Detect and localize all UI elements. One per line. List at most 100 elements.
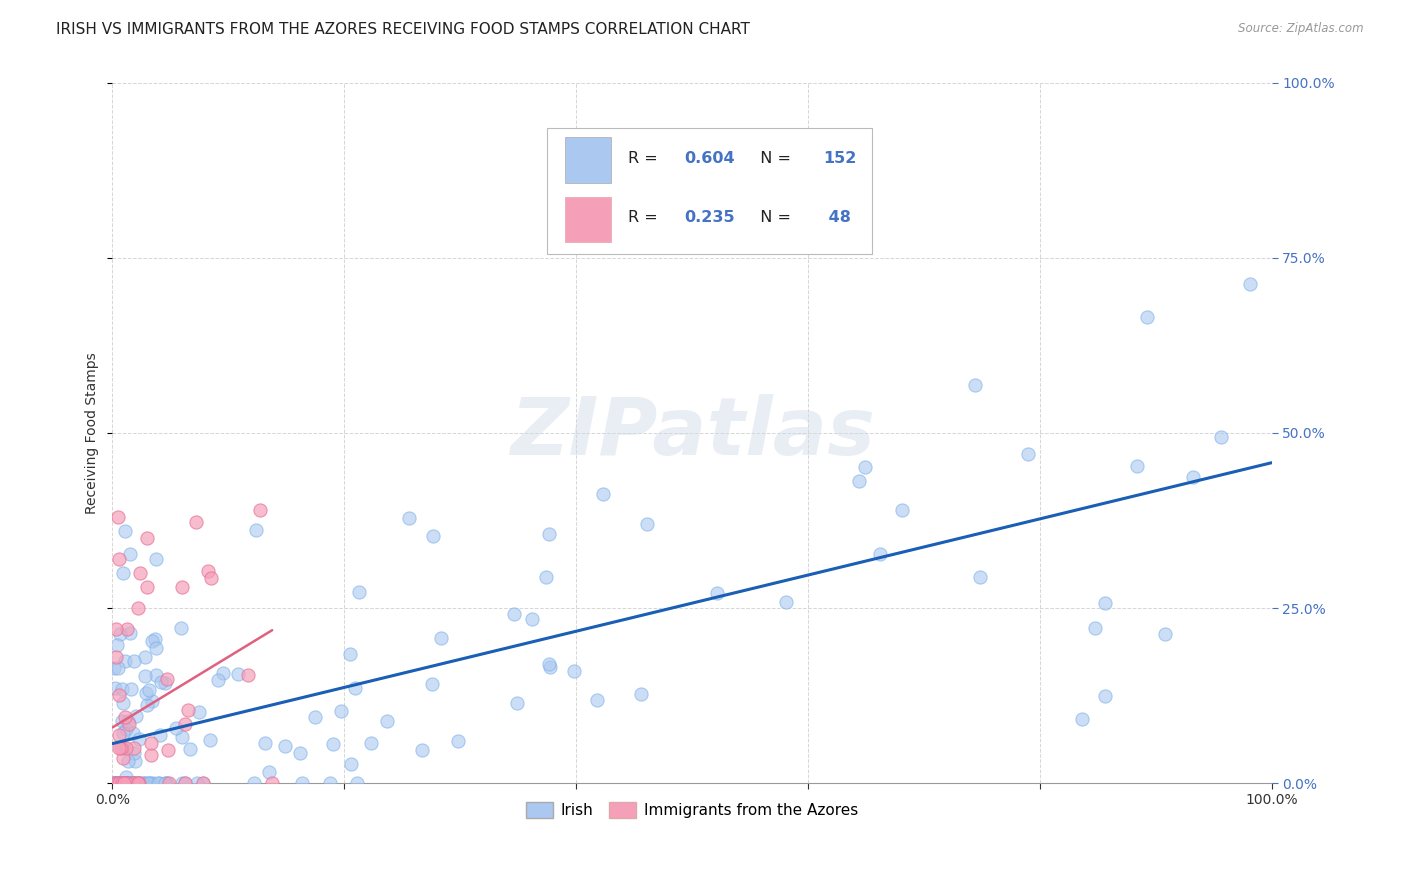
Irish	[1084, 620, 1107, 634]
Immigrants from the Azores	[107, 510, 129, 524]
Immigrants from the Azores	[177, 702, 200, 716]
Immigrants from the Azores	[114, 776, 136, 790]
Immigrants from the Azores	[114, 776, 136, 790]
Irish	[104, 776, 127, 790]
Irish	[112, 739, 135, 754]
Immigrants from the Azores	[197, 565, 219, 579]
Irish	[1126, 459, 1149, 474]
Text: IRISH VS IMMIGRANTS FROM THE AZORES RECEIVING FOOD STAMPS CORRELATION CHART: IRISH VS IMMIGRANTS FROM THE AZORES RECE…	[56, 22, 751, 37]
Irish	[430, 632, 453, 646]
Irish	[340, 757, 363, 772]
Irish	[103, 776, 125, 790]
Immigrants from the Azores	[128, 776, 150, 790]
Immigrants from the Azores	[186, 515, 208, 529]
Text: 48: 48	[823, 211, 851, 226]
Irish	[243, 776, 266, 790]
Immigrants from the Azores	[115, 776, 138, 790]
Irish	[290, 746, 312, 760]
Irish	[212, 665, 235, 680]
Immigrants from the Azores	[156, 743, 179, 757]
Irish	[105, 776, 128, 790]
Immigrants from the Azores	[141, 736, 163, 750]
Irish	[115, 776, 138, 790]
Immigrants from the Azores	[110, 740, 132, 755]
Immigrants from the Azores	[114, 741, 136, 756]
Irish	[134, 776, 156, 790]
Immigrants from the Azores	[122, 776, 145, 790]
Irish	[121, 776, 143, 790]
Irish	[446, 734, 468, 748]
Irish	[105, 638, 128, 652]
Text: 152: 152	[823, 151, 856, 166]
Irish	[153, 776, 176, 790]
Irish	[139, 776, 162, 790]
Irish	[848, 474, 870, 488]
Irish	[1017, 447, 1039, 461]
Irish	[207, 673, 229, 687]
Irish	[775, 595, 797, 609]
Irish	[254, 736, 277, 750]
Irish	[1094, 596, 1116, 610]
Immigrants from the Azores	[156, 673, 179, 687]
Immigrants from the Azores	[105, 776, 128, 790]
Irish	[120, 776, 142, 790]
Immigrants from the Azores	[122, 740, 145, 755]
Immigrants from the Azores	[200, 570, 222, 584]
Irish	[134, 650, 156, 665]
Irish	[138, 682, 160, 697]
Irish	[592, 487, 614, 501]
Irish	[245, 523, 267, 537]
Immigrants from the Azores	[103, 776, 125, 790]
Irish	[103, 776, 125, 790]
FancyBboxPatch shape	[547, 128, 872, 254]
Irish	[1153, 627, 1175, 641]
Irish	[173, 776, 195, 790]
Immigrants from the Azores	[127, 601, 149, 615]
Irish	[322, 737, 344, 751]
Irish	[124, 754, 146, 768]
Irish	[706, 586, 728, 600]
Immigrants from the Azores	[128, 776, 150, 790]
Irish	[145, 552, 167, 566]
Irish	[534, 569, 557, 583]
Irish	[124, 709, 146, 723]
Irish	[122, 654, 145, 668]
Immigrants from the Azores	[174, 776, 197, 790]
Irish	[145, 668, 167, 682]
Irish	[347, 584, 370, 599]
Irish	[135, 686, 157, 700]
Irish	[1239, 277, 1261, 292]
Irish	[360, 736, 382, 750]
Irish	[111, 681, 134, 696]
Irish	[107, 661, 129, 675]
Irish	[155, 776, 177, 790]
Irish	[274, 739, 297, 753]
Irish	[420, 677, 443, 691]
Irish	[103, 661, 125, 675]
Irish	[1071, 712, 1094, 726]
Immigrants from the Azores	[108, 740, 131, 755]
Irish	[170, 776, 193, 790]
Irish	[538, 657, 561, 672]
Irish	[172, 730, 194, 744]
Immigrants from the Azores	[139, 748, 162, 763]
Irish	[146, 776, 169, 790]
Irish	[120, 776, 142, 790]
Text: R =: R =	[628, 211, 664, 226]
Y-axis label: Receiving Food Stamps: Receiving Food Stamps	[86, 352, 100, 514]
Immigrants from the Azores	[107, 552, 129, 566]
Irish	[104, 776, 127, 790]
Irish	[108, 776, 131, 790]
Irish	[141, 633, 163, 648]
Irish	[502, 607, 524, 621]
Immigrants from the Azores	[112, 751, 135, 765]
Text: 0.604: 0.604	[683, 151, 734, 166]
Text: ZIPatlas: ZIPatlas	[509, 394, 875, 472]
Irish	[112, 566, 135, 581]
Irish	[114, 776, 136, 790]
Irish	[586, 693, 609, 707]
Irish	[145, 640, 167, 655]
Irish	[108, 776, 131, 790]
Irish	[191, 776, 214, 790]
Irish	[142, 776, 165, 790]
